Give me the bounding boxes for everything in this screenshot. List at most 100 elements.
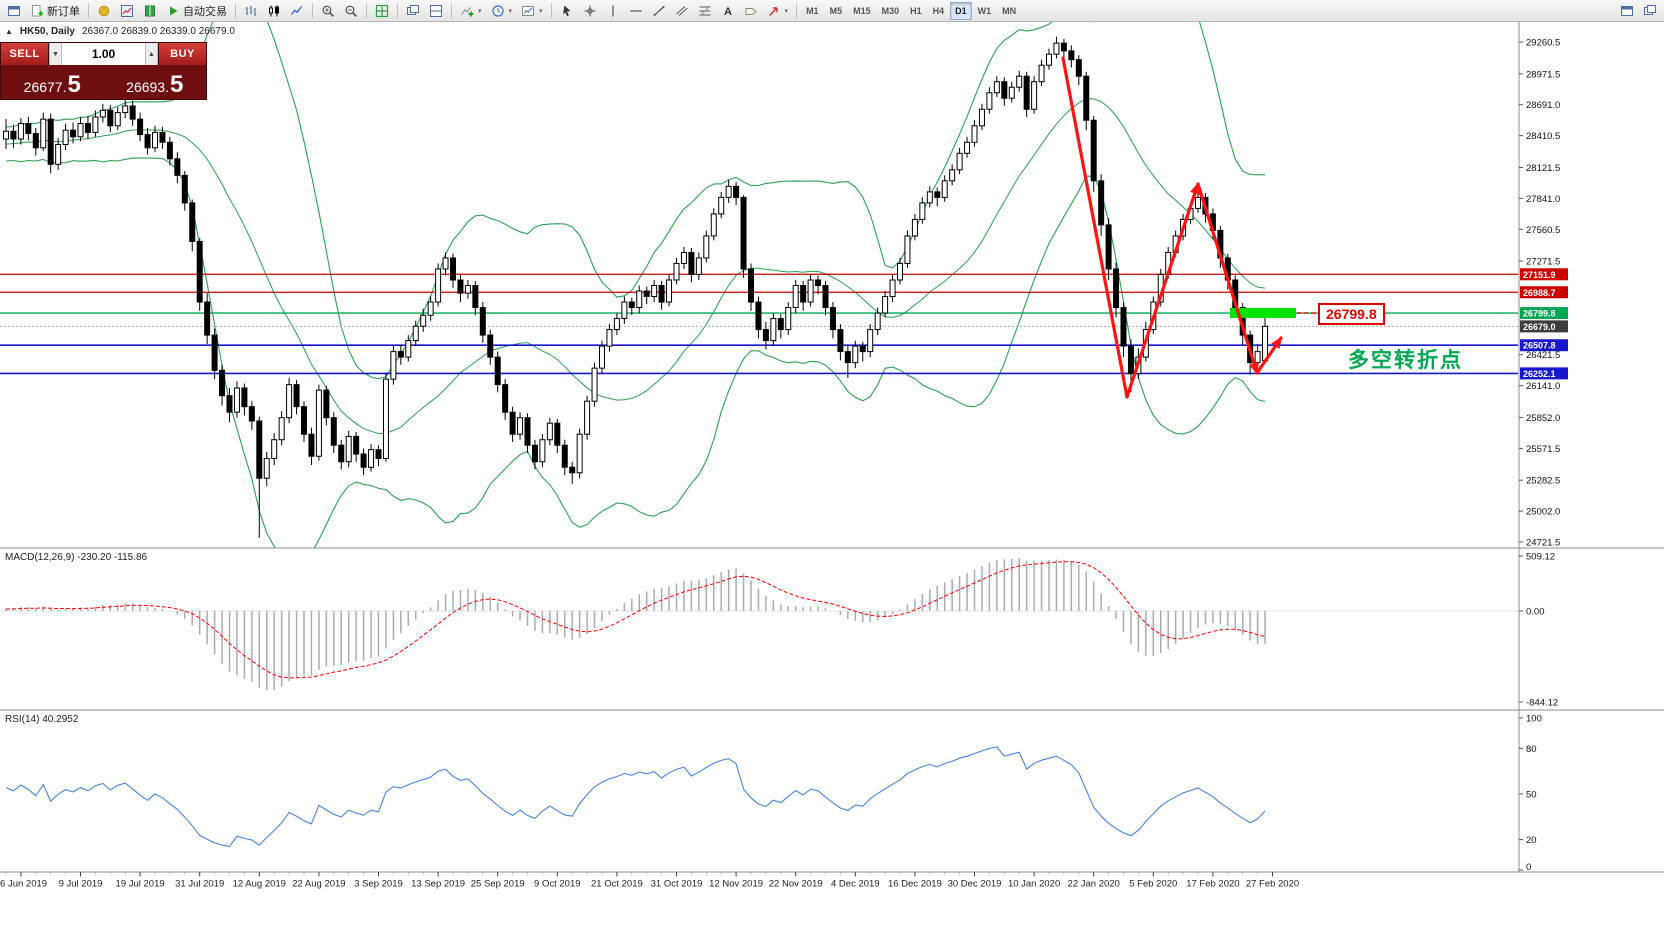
sell-price[interactable]: 26677. 5	[23, 71, 81, 99]
fibonacci-icon	[699, 5, 711, 16]
bar-chart-icon[interactable]	[240, 1, 262, 21]
window-control-icon-1[interactable]	[1616, 1, 1638, 21]
navigator-icon[interactable]	[139, 1, 161, 21]
new-order-button[interactable]: 新订单	[26, 1, 84, 21]
timeframe-mn-button[interactable]: MN	[997, 2, 1021, 20]
text-tool-icon[interactable]: A	[717, 1, 739, 21]
fibonacci-icon[interactable]	[694, 1, 716, 21]
vertical-line-icon	[611, 5, 614, 16]
market-watch-icon[interactable]	[93, 1, 115, 21]
price-axis-label: 25002.0	[1526, 507, 1560, 518]
toolbar-separator	[451, 3, 452, 18]
horizontal-line-icon[interactable]	[625, 1, 647, 21]
price-level-badge	[1520, 268, 1568, 281]
cascade-windows-icon[interactable]	[402, 1, 424, 21]
trendline-icon[interactable]	[648, 1, 670, 21]
timeframe-h4-button[interactable]: H4	[928, 2, 950, 20]
time-axis-label: 27 Feb 2020	[1246, 879, 1299, 890]
timeframe-w1-button[interactable]: W1	[973, 2, 997, 20]
price-axis-label: 25852.0	[1526, 413, 1560, 424]
window-control-icon-1	[1621, 5, 1633, 16]
arrange-windows-icon[interactable]	[425, 1, 447, 21]
text-tool-icon: A	[724, 6, 732, 18]
data-window-icon	[121, 4, 133, 17]
time-axis-label: 12 Aug 2019	[233, 879, 286, 890]
bollinger-upper-band	[5, 22, 1266, 380]
cursor-icon[interactable]	[556, 1, 578, 21]
one-click-toggle-icon[interactable]: ▲	[5, 27, 13, 36]
chart-window-icon[interactable]	[3, 1, 25, 21]
sell-button[interactable]: SELL	[1, 43, 49, 65]
volume-down-button[interactable]: ▼	[49, 43, 62, 65]
timeframe-m30-button[interactable]: M30	[877, 2, 905, 20]
price-axis-label: 28691.0	[1526, 100, 1560, 111]
auto-trading-button[interactable]: 自动交易	[162, 1, 231, 21]
line-chart-icon[interactable]	[286, 1, 308, 21]
auto-trading-button-label: 自动交易	[183, 5, 227, 18]
shapes-icon	[768, 6, 778, 16]
new-order-button-label: 新订单	[47, 5, 80, 18]
buy-button[interactable]: BUY	[158, 43, 206, 65]
tile-windows-icon[interactable]	[371, 1, 393, 21]
chart-area: 29260.5 28971.5 28691.0 28410.5 28121.5 27841…	[0, 22, 1664, 945]
price-axis-label: 28971.5	[1526, 69, 1560, 80]
time-axis-label: 31 Jul 2019	[175, 879, 224, 890]
volume-up-button[interactable]: ▲	[145, 43, 158, 65]
chart-background	[0, 22, 1664, 945]
vertical-line-icon[interactable]	[602, 1, 624, 21]
time-axis-label: 13 Sep 2019	[411, 879, 465, 890]
label-tool-icon	[745, 7, 757, 15]
trendline-icon	[653, 5, 665, 16]
svg-text:26988.7: 26988.7	[1523, 288, 1556, 298]
candlestick-chart-icon[interactable]	[263, 1, 285, 21]
line-chart-icon	[290, 5, 303, 15]
horizontal-line-icon	[630, 9, 642, 12]
price-axis-label: 27271.5	[1526, 257, 1560, 268]
time-axis-label: 22 Aug 2019	[292, 879, 345, 890]
svg-text:26679.0: 26679.0	[1523, 322, 1556, 332]
zoom-out-icon[interactable]	[340, 1, 362, 21]
timeframe-h1-button[interactable]: H1	[905, 2, 927, 20]
volume-spinner[interactable]: ▼ 1.00 ▲	[49, 43, 158, 65]
indicators-icon[interactable]: ▾	[456, 1, 486, 21]
rsi-axis-label: 0	[1526, 862, 1531, 873]
toolbar-separator	[312, 3, 313, 18]
time-axis-label: 21 Oct 2019	[591, 879, 643, 890]
time-axis-label: 30 Dec 2019	[948, 879, 1002, 890]
candlestick-chart-icon	[269, 5, 279, 16]
rsi-indicator-label: RSI(14) 40.2952	[5, 714, 79, 725]
data-window-icon[interactable]	[116, 1, 138, 21]
price-level-badge	[1520, 286, 1568, 299]
indicators-icon	[461, 6, 474, 16]
periods-icon[interactable]: ▾	[487, 1, 517, 21]
toolbar-separator	[397, 3, 398, 18]
channel-icon[interactable]	[671, 1, 693, 21]
chart-window-icon	[8, 5, 20, 16]
trend-arrow-segment	[1255, 336, 1283, 375]
time-axis-label: 26 Jun 2019	[0, 879, 47, 890]
arrange-windows-icon	[430, 4, 442, 17]
buy-price[interactable]: 26693. 5	[126, 71, 184, 99]
price-axis-label: 28121.5	[1526, 163, 1560, 174]
chart-header: ▲ HK50, Daily 26367.0 26839.0 26339.0 26…	[5, 26, 235, 37]
timeframe-m15-button[interactable]: M15	[848, 2, 876, 20]
template-icon[interactable]: ▾	[517, 1, 547, 21]
svg-text:A: A	[724, 6, 732, 18]
window-control-icon-2[interactable]	[1639, 1, 1661, 21]
timeframe-m1-button[interactable]: M1	[801, 2, 824, 20]
timeframe-m5-button[interactable]: M5	[825, 2, 848, 20]
label-tool-icon[interactable]	[740, 1, 762, 21]
timeframe-d1-button[interactable]: D1	[950, 1, 972, 20]
zoom-in-icon	[322, 5, 334, 17]
crosshair-icon[interactable]	[579, 1, 601, 21]
shapes-icon[interactable]: ▾	[763, 1, 793, 21]
time-axis-label: 9 Oct 2019	[534, 879, 580, 890]
macd-axis-label: 0.00	[1526, 607, 1545, 618]
zoom-in-icon[interactable]	[317, 1, 339, 21]
price-chart[interactable]: 29260.5 28971.5 28691.0 28410.5 28121.5 27841…	[0, 22, 1664, 945]
price-axis-label: 25571.5	[1526, 444, 1560, 455]
toolbar-separator	[366, 3, 367, 18]
auto-trading-button	[170, 6, 178, 15]
time-axis-label: 19 Jul 2019	[116, 879, 165, 890]
price-axis-label: 26141.0	[1526, 381, 1560, 392]
